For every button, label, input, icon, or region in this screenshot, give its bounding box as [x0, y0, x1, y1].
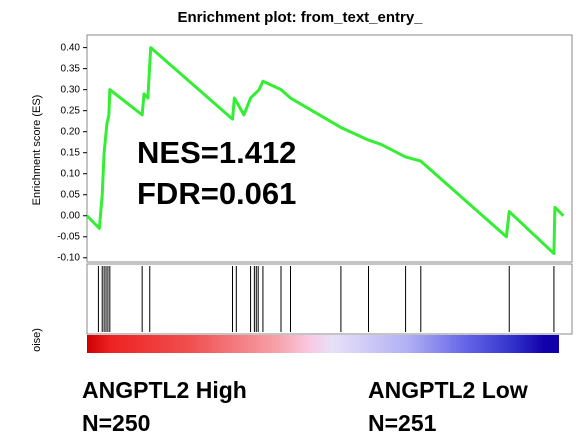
background [0, 0, 585, 360]
group-label: ANGPTL2 Low [368, 377, 528, 403]
y-tick-label: 0.20 [61, 126, 81, 137]
group-n: N=251 [368, 410, 437, 436]
plot-frame [86, 34, 573, 263]
y-tick-label: 0.40 [61, 42, 81, 53]
es-line [85, 46, 565, 256]
y-tick-label: 0.00 [61, 210, 81, 221]
annotation: FDR=0.061 [137, 176, 296, 211]
y-axis-label: Enrichment score (ES) [31, 95, 43, 206]
annotation: NES=1.412 [137, 135, 296, 170]
y-tick-label: 0.10 [61, 168, 81, 179]
y-tick-label: 0.25 [61, 105, 81, 116]
metric-label: oise) [31, 328, 43, 352]
y-tick-label: -0.05 [57, 231, 80, 242]
y-tick-label: 0.15 [61, 147, 81, 158]
y-tick-label: -0.10 [57, 252, 80, 263]
rank-bar [87, 335, 559, 353]
hits-frame [86, 263, 573, 335]
group-n: N=250 [82, 410, 150, 436]
y-tick-label: 0.30 [61, 84, 81, 95]
y-tick-label: 0.05 [61, 189, 81, 200]
group-label: ANGPTL2 High [82, 377, 247, 403]
y-tick-label: 0.35 [61, 63, 81, 74]
chart-title: Enrichment plot: from_text_entry_ [177, 9, 423, 26]
